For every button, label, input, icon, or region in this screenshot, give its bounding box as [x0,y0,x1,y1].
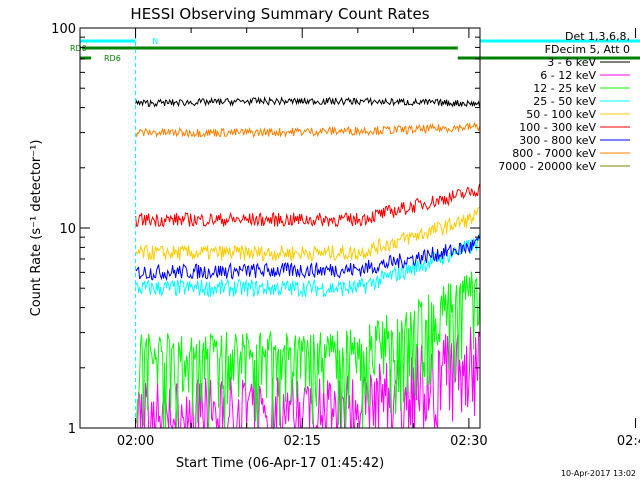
x-tick-label: 02:45 [617,434,640,449]
y-tick-label: 10 [59,222,76,237]
x-tick-label: 02:15 [283,434,320,449]
x-tick-label: 02:30 [450,434,487,449]
flag-label-rd0: RD0 [70,44,87,53]
legend-label: 25 - 50 keV [533,95,596,108]
y-axis-label: Count Rate (s⁻¹ detector⁻¹) [29,140,44,317]
legend-label: 7000 - 20000 keV [498,160,596,173]
series-line-300-800keV [135,234,481,282]
series-line-12-25keV [135,271,481,429]
date-stamp: 10-Apr-2017 13:02 [561,469,636,478]
x-tick-label: 02:00 [117,434,154,449]
legend-label: 3 - 6 keV [547,56,596,69]
legend-label: 50 - 100 keV [526,108,596,121]
flag-label-rd6: RD6 [104,54,121,63]
series-line-100-300keV [135,183,481,228]
series-line-50-100keV [135,206,480,262]
flag-bars: N RD0 RD6 [70,37,640,63]
legend-label: 800 - 7000 keV [512,147,596,160]
legend-label: 100 - 300 keV [519,121,596,134]
legend-label: 12 - 25 keV [533,82,596,95]
legend-label: 6 - 12 keV [540,69,596,82]
series-line-3-6keV [135,95,481,108]
legend-label: 300 - 800 keV [519,134,596,147]
legend-header-line-2: FDecim 5, Att 0 [545,43,630,56]
y-tick-label: 1 [68,422,76,437]
flag-label-n: N [152,37,158,46]
series-line-25-50keV [135,233,481,298]
y-tick-label: 100 [51,22,76,37]
event-lines [135,28,137,428]
legend-header-line-1: Det 1,3,6,8, [565,30,630,43]
series-line-800-7000keV [135,121,481,139]
chart-title: HESSI Observing Summary Count Rates [130,5,429,23]
x-axis-label: Start Time (06-Apr-17 01:45:42) [176,456,384,471]
series-layer [135,95,481,430]
